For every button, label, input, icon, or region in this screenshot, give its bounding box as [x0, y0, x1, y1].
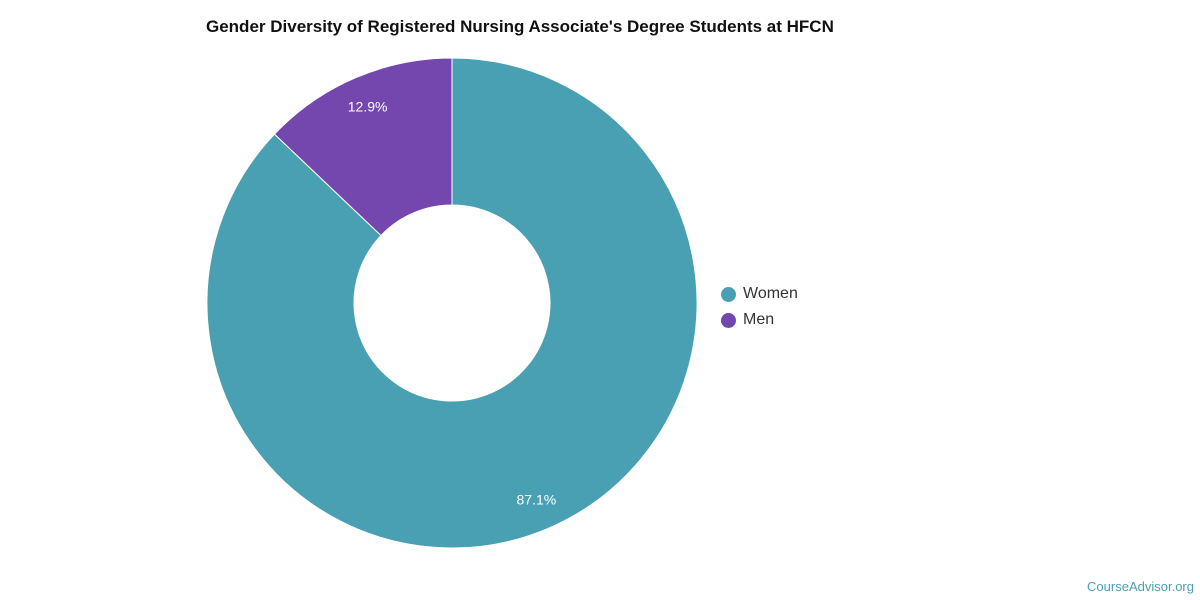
legend-item-women[interactable]: Women [721, 281, 798, 307]
data-label-men: 12.9% [348, 98, 388, 114]
legend: Women Men [721, 281, 798, 333]
legend-label-men: Men [743, 311, 775, 328]
donut-slice-men[interactable] [273, 57, 453, 237]
legend-swatch-men [721, 312, 736, 328]
donut-slice-women[interactable] [206, 57, 698, 549]
watermark[interactable]: CourseAdvisor.org [1087, 579, 1194, 594]
legend-label-women: Women [743, 285, 798, 302]
data-label-women: 87.1% [517, 492, 557, 508]
legend-item-men[interactable]: Men [721, 307, 798, 333]
chart-title: Gender Diversity of Registered Nursing A… [206, 17, 834, 36]
legend-swatch-women [721, 286, 736, 302]
